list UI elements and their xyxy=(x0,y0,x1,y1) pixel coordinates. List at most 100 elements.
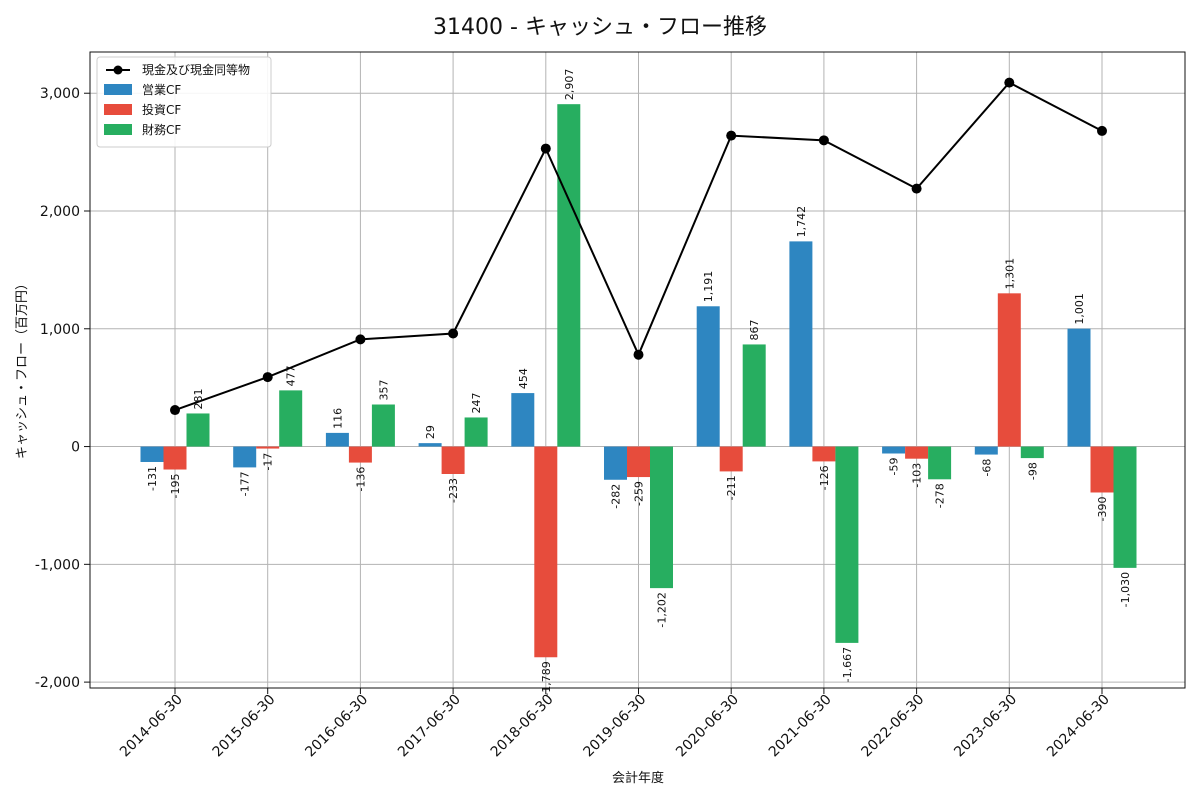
data-label: 29 xyxy=(424,425,437,439)
data-label: -103 xyxy=(911,463,924,488)
y-tick-label: 1,000 xyxy=(40,322,80,338)
legend-operating-swatch xyxy=(104,84,132,95)
data-label: -233 xyxy=(447,478,460,503)
data-label: -1,667 xyxy=(841,647,854,682)
bars-layer xyxy=(140,104,1137,658)
data-label: 116 xyxy=(331,408,344,429)
y-tick-label: 3,000 xyxy=(40,86,80,102)
data-label: 1,191 xyxy=(702,271,715,303)
data-label: -68 xyxy=(980,459,993,477)
y-tick-label: 0 xyxy=(71,440,80,456)
y-tick-label: -1,000 xyxy=(35,557,80,573)
data-label: 281 xyxy=(192,388,205,409)
cash-point xyxy=(633,349,644,360)
bar-1-3 xyxy=(441,446,465,474)
plot-frame xyxy=(89,51,1186,689)
legend-cash-marker xyxy=(113,65,123,75)
bar-1-7 xyxy=(812,446,836,462)
data-label: -17 xyxy=(262,453,275,471)
data-label: 477 xyxy=(285,365,298,386)
bar-1-9 xyxy=(997,293,1021,447)
bar-1-0 xyxy=(163,446,187,470)
legend-operating-label: 営業CF xyxy=(142,83,181,97)
cash-point xyxy=(170,405,180,416)
chart-title: 31400 - キャッシュ・フロー推移 xyxy=(433,15,767,40)
bar-1-5 xyxy=(627,446,650,478)
data-label: -278 xyxy=(934,483,947,508)
bar-1-8 xyxy=(905,446,929,459)
bar-1-4 xyxy=(534,446,558,658)
bar-0-6 xyxy=(696,306,720,447)
y-tick-label: -2,000 xyxy=(35,675,80,691)
legend-financing-label: 財務CF xyxy=(142,122,181,137)
legend: 現金及び現金同等物 営業CF 投資CF 財務CF xyxy=(96,56,272,148)
bar-0-7 xyxy=(789,241,813,447)
bar-1-6 xyxy=(719,446,743,472)
bar-2-0 xyxy=(186,413,210,447)
data-label: -136 xyxy=(354,467,367,492)
cash-point xyxy=(1004,77,1015,88)
data-label: -282 xyxy=(610,484,623,509)
bar-0-5 xyxy=(604,446,627,480)
bar-2-8 xyxy=(928,446,952,480)
bar-0-0 xyxy=(140,446,164,462)
data-label: 1,742 xyxy=(795,206,808,238)
data-label: 1,301 xyxy=(1003,258,1016,290)
y-axis-label: キャッシュ・フロー（百万円） xyxy=(15,277,30,459)
data-label: -177 xyxy=(239,471,252,496)
bar-1-10 xyxy=(1090,446,1114,493)
legend-cash-label: 現金及び現金同等物 xyxy=(142,62,250,77)
bar-0-4 xyxy=(511,393,535,447)
bar-2-2 xyxy=(371,404,395,447)
legend-box xyxy=(96,56,272,148)
data-label: 2,907 xyxy=(563,69,576,101)
cash-point xyxy=(818,135,829,146)
bar-2-1 xyxy=(279,390,303,447)
data-label: -211 xyxy=(725,475,738,500)
data-label: -259 xyxy=(633,481,646,506)
labels-layer: -131 -177 116 29 454 -282 1,191 1,742 -59 -68 1,00… xyxy=(146,69,1132,697)
cash-point xyxy=(448,328,459,339)
data-label: -131 xyxy=(146,466,159,491)
cash-point xyxy=(1097,125,1107,136)
bar-2-7 xyxy=(835,446,859,643)
bar-2-10 xyxy=(1113,446,1137,568)
bar-2-3 xyxy=(464,417,488,447)
data-label: -126 xyxy=(818,465,831,490)
legend-financing-swatch xyxy=(104,124,132,135)
cash-point xyxy=(540,143,551,154)
bar-2-9 xyxy=(1020,446,1044,459)
bar-0-3 xyxy=(418,443,442,447)
data-label: 357 xyxy=(377,380,390,401)
bar-2-5 xyxy=(650,446,673,589)
data-label: -59 xyxy=(888,458,901,476)
data-label: 247 xyxy=(470,392,483,413)
x-axis-label: 会計年度 xyxy=(612,770,664,786)
bar-0-8 xyxy=(882,446,906,454)
data-label: -390 xyxy=(1096,496,1109,521)
bar-2-6 xyxy=(742,344,766,447)
bar-0-10 xyxy=(1067,328,1091,447)
data-label: -98 xyxy=(1026,462,1039,480)
bar-0-1 xyxy=(233,446,257,468)
data-label: -1,030 xyxy=(1119,572,1132,607)
line-layer xyxy=(170,77,1107,416)
bar-0-9 xyxy=(974,446,998,455)
y-tick-label: 2,000 xyxy=(40,204,80,220)
bar-1-1 xyxy=(256,446,280,449)
bar-1-2 xyxy=(348,446,372,463)
cash-point xyxy=(911,183,922,194)
data-label: -195 xyxy=(169,474,182,499)
data-label: 454 xyxy=(517,368,530,389)
legend-investing-label: 投資CF xyxy=(142,102,181,117)
legend-investing-swatch xyxy=(104,104,132,115)
bar-0-2 xyxy=(325,432,349,447)
data-label: 1,001 xyxy=(1073,293,1086,325)
cash-point xyxy=(726,130,737,141)
data-label: -1,202 xyxy=(656,592,669,627)
data-label: 867 xyxy=(748,319,761,340)
bar-2-4 xyxy=(557,104,581,447)
cash-point xyxy=(262,372,273,383)
